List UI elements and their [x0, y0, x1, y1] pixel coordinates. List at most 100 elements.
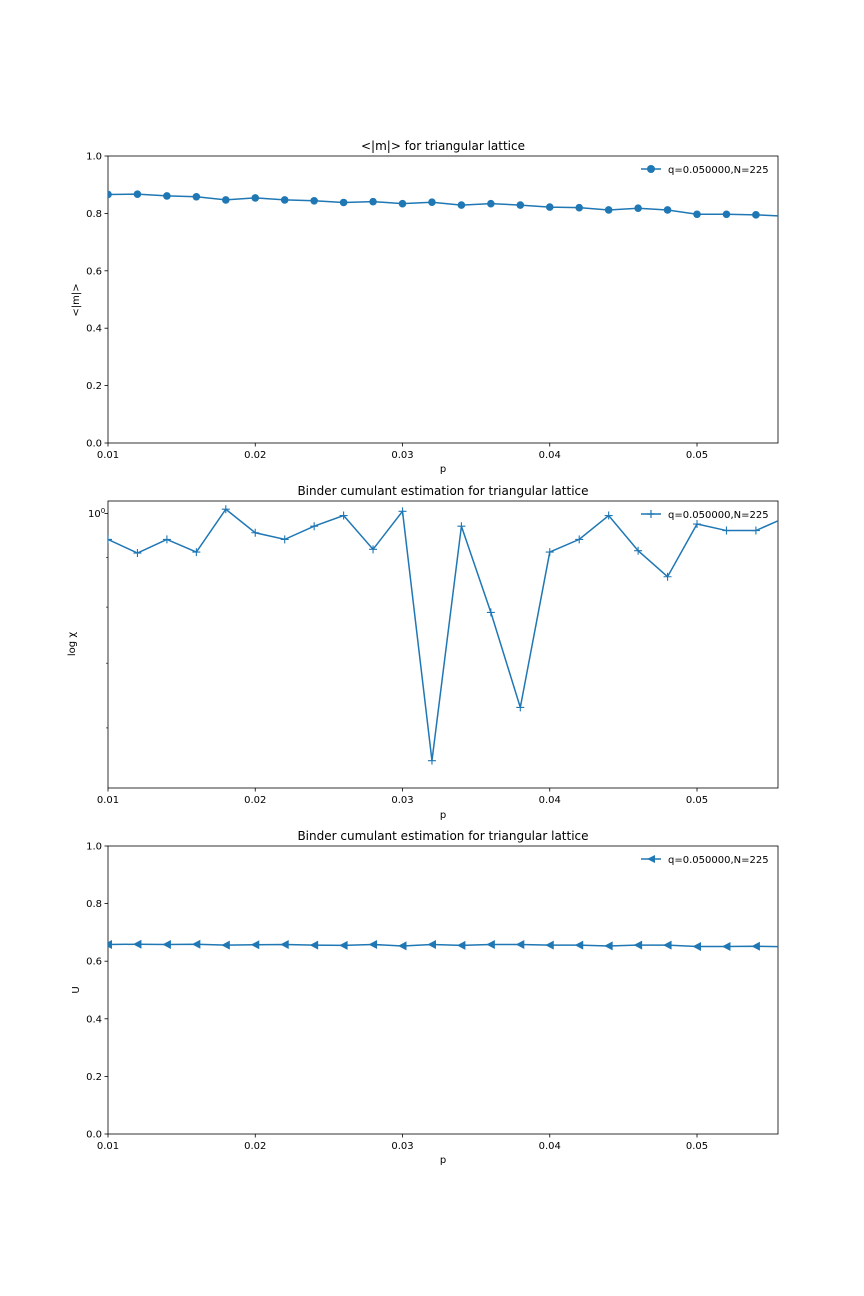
- data-point: [663, 940, 672, 950]
- x-tick-label: 0.05: [686, 450, 708, 461]
- y-tick-label: 0.2: [86, 1072, 102, 1083]
- data-point: [486, 939, 495, 949]
- data-point: [108, 939, 112, 949]
- plot-area: [108, 190, 790, 220]
- y-tick-label: 0.4: [86, 1014, 102, 1025]
- axes-frame: [107, 845, 779, 1135]
- data-point: [604, 941, 613, 951]
- data-point: [781, 942, 790, 951]
- x-tick-label: 0.03: [391, 450, 413, 461]
- x-tick-label: 0.02: [244, 795, 266, 806]
- chart-title: Binder cumulant estimation for triangula…: [297, 484, 588, 498]
- data-point: [280, 535, 289, 544]
- y-tick-label: 1.0: [86, 842, 102, 853]
- data-point: [310, 522, 319, 531]
- series-line: [108, 193, 778, 217]
- data-point: [398, 507, 407, 516]
- data-point: [663, 206, 672, 214]
- y-axis-label: U: [71, 986, 82, 993]
- data-point: [221, 940, 230, 950]
- series-line: [108, 943, 778, 948]
- data-point: [192, 192, 201, 201]
- axes-frame: [107, 155, 779, 444]
- data-point: [752, 211, 760, 219]
- x-tick-label: 0.03: [391, 1141, 413, 1152]
- data-point: [782, 212, 790, 220]
- legend: q=0.050000,N=225: [641, 510, 769, 521]
- legend-marker: [647, 165, 655, 173]
- data-point: [251, 194, 260, 202]
- x-tick-label: 0.02: [244, 450, 266, 461]
- legend-label: q=0.050000,N=225: [668, 855, 769, 866]
- subplot-magnetization: <|m|> for triangular lattice p <|m|> q=0…: [71, 139, 790, 475]
- y-tick-label: 0.6: [86, 266, 102, 277]
- y-tick-label: 0.0: [86, 439, 102, 450]
- data-point: [515, 939, 525, 949]
- data-point: [133, 549, 142, 558]
- y-tick-label: 0.6: [86, 957, 102, 968]
- data-point: [191, 939, 201, 949]
- legend: q=0.050000,N=225: [641, 855, 769, 866]
- axes-frame: [107, 500, 779, 789]
- chart-title: Binder cumulant estimation for triangula…: [297, 829, 588, 843]
- data-point: [545, 548, 554, 557]
- x-axis-label: p: [440, 1155, 446, 1166]
- legend-marker: [647, 510, 655, 518]
- data-point: [132, 939, 142, 949]
- data-point: [339, 940, 348, 950]
- x-axis-label: p: [440, 464, 446, 475]
- x-tick-label: 0.04: [539, 1141, 561, 1152]
- data-point: [369, 545, 378, 554]
- legend-label: q=0.050000,N=225: [668, 510, 769, 521]
- data-point: [369, 197, 377, 206]
- data-point: [192, 548, 201, 557]
- plot-area: [108, 939, 790, 952]
- y-axis-label: <|m|>: [71, 283, 82, 316]
- data-point: [751, 526, 760, 535]
- x-tick-label: 0.05: [686, 795, 708, 806]
- data-point: [604, 206, 613, 214]
- data-point: [634, 546, 643, 555]
- y-tick-label: 0.4: [86, 324, 102, 335]
- data-point: [633, 940, 643, 950]
- data-point: [427, 939, 436, 949]
- x-tick-label: 0.01: [97, 1141, 119, 1152]
- data-point: [251, 528, 260, 537]
- legend-marker: [647, 855, 655, 863]
- data-point: [398, 199, 407, 208]
- data-point: [310, 196, 318, 205]
- data-point: [663, 572, 672, 581]
- data-point: [163, 192, 171, 200]
- data-point: [162, 535, 171, 544]
- data-point: [545, 203, 554, 211]
- data-point: [545, 940, 554, 950]
- data-point: [368, 939, 378, 949]
- data-point: [692, 942, 702, 952]
- data-point: [575, 535, 584, 544]
- data-point: [722, 210, 731, 219]
- data-point: [309, 940, 319, 950]
- data-point: [781, 514, 789, 522]
- x-tick-label: 0.03: [391, 795, 413, 806]
- data-point: [280, 939, 289, 949]
- data-point: [427, 756, 436, 765]
- x-tick-label: 0.05: [686, 1141, 708, 1152]
- data-point: [250, 940, 260, 950]
- y-tick-label: 0.2: [86, 381, 102, 392]
- plot-area: [108, 505, 789, 765]
- data-point: [162, 939, 171, 949]
- x-tick-label: 0.02: [244, 1141, 266, 1152]
- data-point: [693, 520, 702, 529]
- y-tick-label: 100: [88, 507, 105, 520]
- x-tick-label: 0.01: [97, 450, 119, 461]
- y-tick-label: 0.8: [86, 209, 102, 220]
- data-point: [487, 199, 495, 208]
- data-point: [108, 535, 112, 544]
- data-point: [721, 942, 731, 952]
- data-point: [604, 511, 613, 520]
- subplot-susceptibility: Binder cumulant estimation for triangula…: [67, 484, 789, 821]
- data-point: [516, 703, 525, 712]
- data-point: [280, 196, 289, 204]
- data-point: [108, 190, 112, 199]
